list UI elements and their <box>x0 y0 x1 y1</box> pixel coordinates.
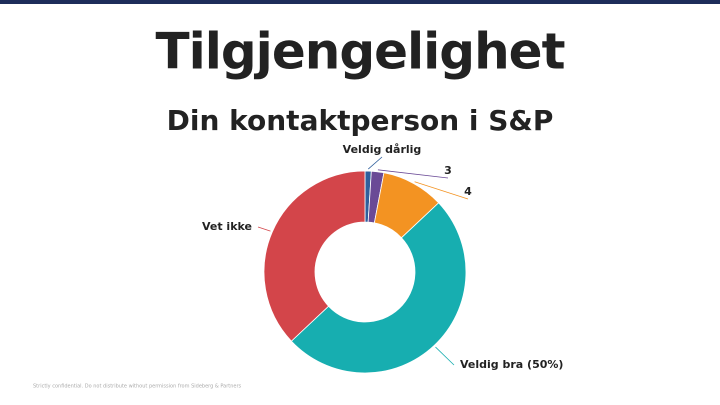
top-bar <box>0 0 720 4</box>
donut-segment <box>263 170 366 342</box>
slice-label: Veldig bra (50%) <box>460 358 563 371</box>
slice-label: Vet ikke <box>202 220 252 233</box>
slice-label: 3 <box>444 164 452 177</box>
leader-line <box>435 346 455 366</box>
slice-label: 4 <box>464 185 472 198</box>
slice-label: Veldig dårlig <box>343 143 422 156</box>
chart-title: Tilgjengelighet <box>156 23 565 81</box>
footer: Strictly confidential. Do not distribute… <box>33 384 242 390</box>
chart-subtitle: Din kontaktperson i S&P <box>167 104 554 137</box>
leader-line <box>414 181 469 200</box>
leader-line <box>367 156 383 170</box>
donut-segment <box>290 202 467 374</box>
leader-line <box>377 169 449 179</box>
leader-line <box>257 226 271 232</box>
